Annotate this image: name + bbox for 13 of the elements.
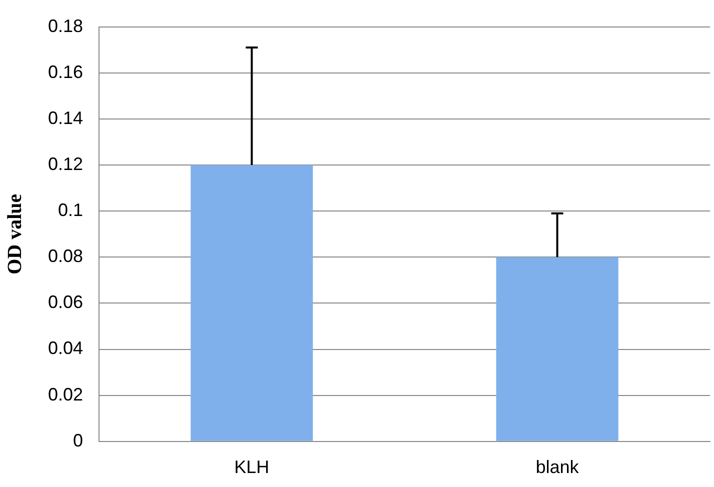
y-tick-label: 0.08 [48, 246, 84, 266]
y-tick-label: 0 [73, 430, 84, 450]
y-tick-label: 0.02 [48, 384, 84, 404]
y-tick-label: 0.12 [48, 154, 84, 174]
y-tick-label: 0.16 [48, 62, 84, 82]
y-tick-label: 0.1 [58, 200, 84, 220]
x-tick-label: KLH [234, 457, 270, 478]
y-tick-label: 0.04 [48, 338, 84, 358]
y-tick-label: 0.06 [48, 292, 84, 312]
y-tick-label: 0.14 [48, 108, 84, 128]
y-tick-label: 0.18 [48, 16, 84, 36]
y-axis-title: OD value [4, 194, 26, 274]
x-tick-label: blank [536, 457, 580, 478]
